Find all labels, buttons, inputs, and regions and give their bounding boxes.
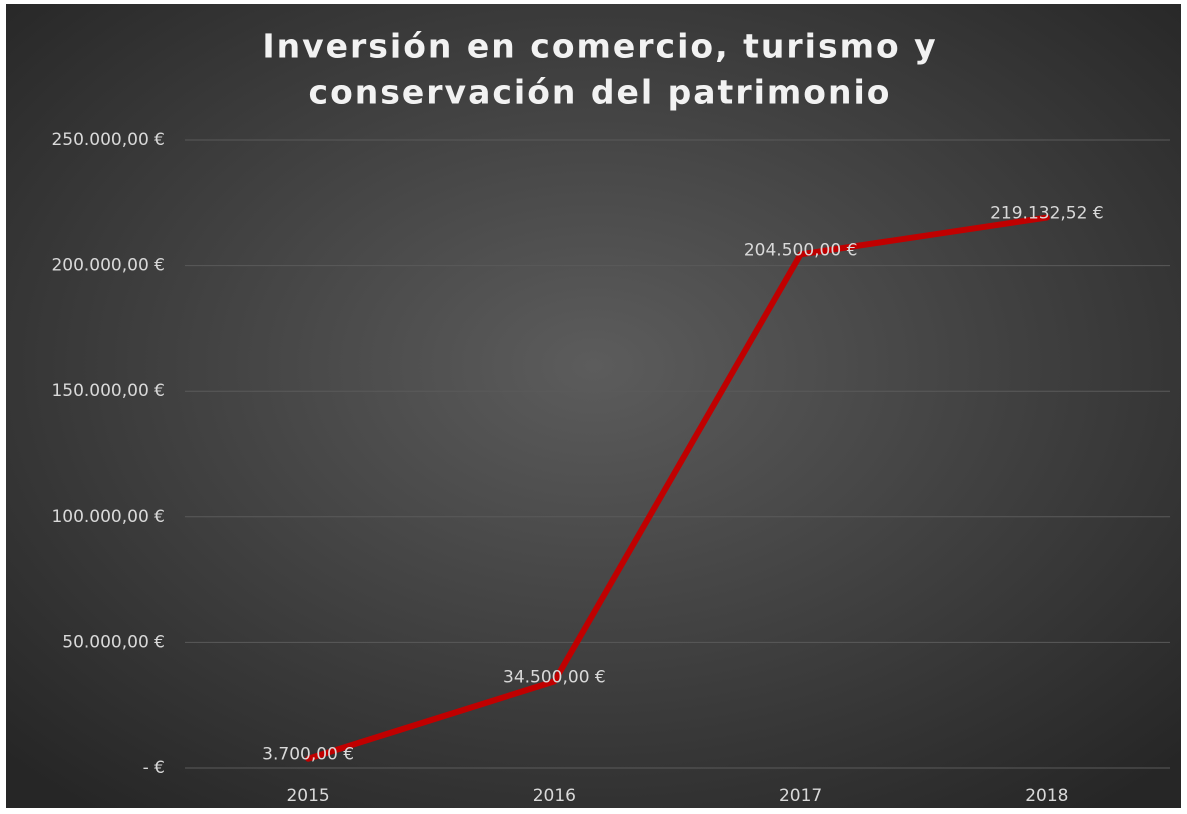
x-tick-label: 2018: [1025, 786, 1068, 806]
data-label: 219.132,52 €: [990, 204, 1104, 224]
y-tick-label: 150.000,00 €: [51, 381, 165, 401]
data-label: 34.500,00 €: [503, 667, 606, 687]
x-tick-label: 2016: [533, 786, 576, 806]
y-tick-label: 50.000,00 €: [62, 632, 165, 652]
y-tick-label: 100.000,00 €: [51, 507, 165, 527]
chart-title: Inversión en comercio, turismo y: [262, 27, 937, 66]
chart-title: conservación del patrimonio: [309, 73, 892, 112]
y-tick-label: - €: [143, 758, 165, 778]
data-label: 3.700,00 €: [262, 745, 354, 765]
series-line: [305, 214, 1050, 762]
data-label: 204.500,00 €: [744, 240, 858, 260]
y-tick-label: 200.000,00 €: [51, 256, 165, 276]
chart-background: [6, 4, 1181, 808]
y-tick-label: 250.000,00 €: [51, 130, 165, 150]
x-tick-label: 2015: [286, 786, 329, 806]
x-tick-label: 2017: [779, 786, 822, 806]
